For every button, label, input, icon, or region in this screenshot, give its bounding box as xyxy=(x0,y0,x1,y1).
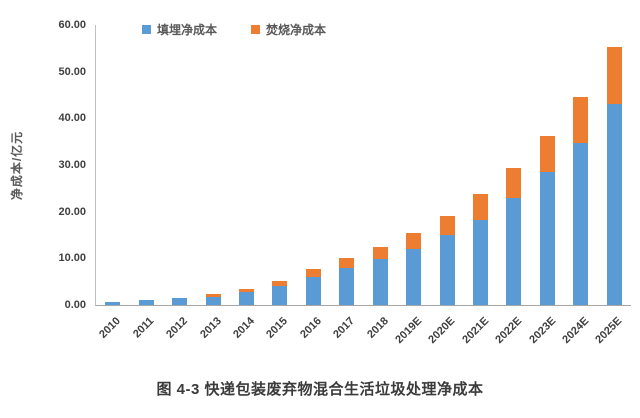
stacked-bar-2014 xyxy=(238,289,254,305)
bar-segment-landfill-2018 xyxy=(372,259,388,305)
legend-swatch-icon xyxy=(142,25,151,34)
y-tick-label: 50.00 xyxy=(58,65,86,78)
bar-segment-incineration-2014 xyxy=(238,289,254,292)
figure-caption: 图 4-3 快递包装废弃物混合生活垃圾处理净成本 xyxy=(156,381,484,398)
stacked-bar-2022E xyxy=(506,168,522,305)
bar-segment-incineration-2020E xyxy=(439,215,455,235)
x-tick-label-2012: 2012 xyxy=(164,315,191,341)
stacked-bar-2019E xyxy=(406,232,422,305)
y-tick-label: 0.00 xyxy=(64,299,86,311)
stacked-bar-2013 xyxy=(205,294,221,305)
legend-swatch-icon xyxy=(251,25,261,34)
bar-segment-landfill-2013 xyxy=(205,296,221,305)
bar-segment-incineration-2019E xyxy=(406,232,422,250)
stacked-bar-2021E xyxy=(473,194,489,305)
bar-segment-incineration-2024E xyxy=(573,96,589,143)
bar-segment-landfill-2020E xyxy=(439,235,455,305)
bar-segment-landfill-2012 xyxy=(172,298,188,305)
x-tick-label-2014: 2014 xyxy=(231,315,257,341)
stacked-bar-2023E xyxy=(539,135,555,305)
y-tick-label: 30.00 xyxy=(58,159,86,171)
stacked-bar-2024E xyxy=(573,96,589,305)
bar-segment-incineration-2025E xyxy=(606,46,622,105)
bar-segment-incineration-2013 xyxy=(205,294,221,297)
x-tick-label-2010: 2010 xyxy=(97,315,124,341)
y-tick-label: 60.00 xyxy=(58,19,86,31)
x-tick-label-2013: 2013 xyxy=(197,315,224,341)
bar-segment-landfill-2021E xyxy=(473,219,489,305)
y-axis-ticks: 60.00 50.00 40.00 30.00 20.00 10.00 0.00 xyxy=(30,19,86,311)
x-tick-label-2016: 2016 xyxy=(298,315,324,341)
x-tick-label-2024E: 2024E xyxy=(560,315,592,346)
legend-label: 焚烧净成本 xyxy=(266,23,327,37)
y-tick-label: 10.00 xyxy=(58,252,86,265)
legend-label: 填埋净成本 xyxy=(157,23,218,37)
y-tick-label: 20.00 xyxy=(58,205,86,218)
bar-segment-landfill-2011 xyxy=(138,300,154,305)
stacked-bar-2025E xyxy=(606,46,622,305)
plot-area: 填埋净成本 焚烧净成本 2010 2011 2012 2013 2014 2015 2016 2… xyxy=(95,23,631,346)
x-tick-label-2025E: 2025E xyxy=(593,315,625,346)
stacked-bar-2017 xyxy=(339,258,355,305)
bar-segment-landfill-2023E xyxy=(539,172,555,305)
bar-segment-landfill-2017 xyxy=(339,267,355,305)
bar-segment-landfill-2010 xyxy=(105,302,121,305)
y-axis-title-text: 净成本/亿元 xyxy=(10,130,25,200)
y-tick-label: 40.00 xyxy=(58,112,86,125)
stacked-bar-2015 xyxy=(272,281,288,305)
stacked-bar-2010 xyxy=(105,301,121,305)
bar-segment-landfill-2024E xyxy=(573,142,589,305)
x-axis-labels: 2010 2011 2012 2013 2014 2015 2016 2017 2018 2019… xyxy=(96,305,631,355)
stacked-bar-2012 xyxy=(172,297,188,305)
x-tick-label-2019E: 2019E xyxy=(393,315,425,346)
stacked-bar-2020E xyxy=(439,215,455,305)
bar-series-container xyxy=(96,25,631,305)
x-tick-label-2015: 2015 xyxy=(264,315,291,341)
legend-item: 焚烧净成本 xyxy=(251,21,326,38)
x-tick-label-2021E: 2021E xyxy=(460,315,492,346)
y-axis-title: 净成本/亿元 xyxy=(0,25,34,305)
bar-segment-landfill-2022E xyxy=(506,197,522,305)
stacked-bar-2016 xyxy=(305,269,321,305)
x-tick-label-2023E: 2023E xyxy=(526,315,558,346)
stacked-bar-2011 xyxy=(138,299,154,305)
x-tick-label-2011: 2011 xyxy=(131,315,157,341)
bar-segment-landfill-2019E xyxy=(406,249,422,305)
bar-segment-landfill-2025E xyxy=(606,104,622,305)
bar-segment-incineration-2021E xyxy=(473,194,489,220)
legend-item: 填埋净成本 xyxy=(142,21,217,38)
stacked-bar-2018 xyxy=(372,246,388,305)
bar-segment-incineration-2017 xyxy=(339,258,355,268)
x-tick-label-2018: 2018 xyxy=(364,315,391,341)
bar-segment-incineration-2022E xyxy=(506,168,522,198)
bar-segment-landfill-2014 xyxy=(238,291,254,305)
bar-segment-incineration-2018 xyxy=(372,246,388,260)
x-tick-label-2020E: 2020E xyxy=(426,315,458,346)
bar-segment-incineration-2015 xyxy=(272,281,288,286)
bar-segment-incineration-2023E xyxy=(539,135,555,173)
bar-segment-landfill-2015 xyxy=(272,285,288,305)
bar-segment-landfill-2016 xyxy=(305,277,321,305)
x-tick-label-2017: 2017 xyxy=(331,315,358,341)
bar-segment-incineration-2012 xyxy=(172,297,188,299)
bar-segment-incineration-2016 xyxy=(305,269,321,277)
x-tick-label-2022E: 2022E xyxy=(493,315,525,346)
legend: 填埋净成本 焚烧净成本 xyxy=(142,21,326,38)
